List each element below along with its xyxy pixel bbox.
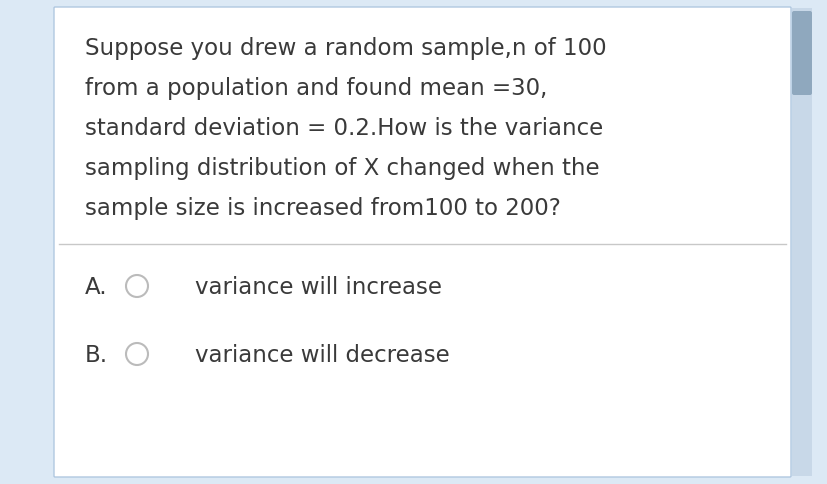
Text: sample size is increased from100 to 200?: sample size is increased from100 to 200?	[85, 197, 560, 220]
Text: B.: B.	[85, 343, 108, 366]
Text: Suppose you drew a random sample,n of 100: Suppose you drew a random sample,n of 10…	[85, 37, 606, 60]
Circle shape	[126, 343, 148, 365]
Text: standard deviation = 0.2.How is the variance: standard deviation = 0.2.How is the vari…	[85, 117, 603, 140]
FancyBboxPatch shape	[791, 12, 811, 96]
Text: variance will decrease: variance will decrease	[195, 343, 449, 366]
Text: sampling distribution of X changed when the: sampling distribution of X changed when …	[85, 157, 599, 180]
Text: from a population and found mean =30,: from a population and found mean =30,	[85, 77, 547, 100]
Text: A.: A.	[85, 275, 108, 298]
Text: variance will increase: variance will increase	[195, 275, 442, 298]
Circle shape	[126, 275, 148, 297]
FancyBboxPatch shape	[791, 9, 811, 476]
FancyBboxPatch shape	[54, 8, 790, 477]
